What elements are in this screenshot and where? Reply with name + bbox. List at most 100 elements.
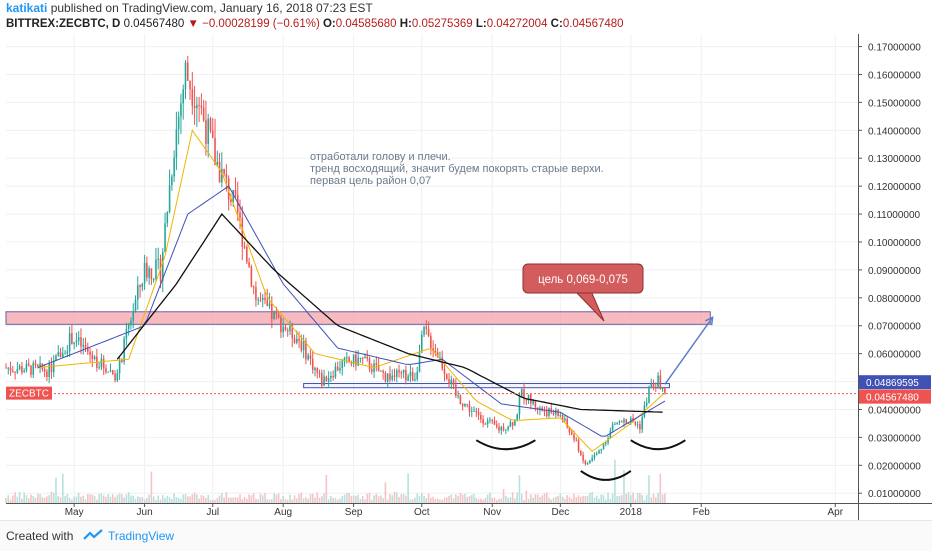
down-triangle-icon: ▼ (187, 18, 199, 30)
comment-line-2: тренд восходящий, значит будем покорять … (310, 163, 604, 175)
ohlc-legend: BITTREX:ZECBTC, D 0.04567480 ▼ −0.000281… (6, 18, 624, 30)
candle-body (264, 297, 266, 300)
volume-bar (146, 498, 148, 503)
volume-bar (398, 497, 400, 503)
candle-body (150, 268, 153, 280)
candle-body (109, 370, 112, 372)
volume-bar (284, 499, 287, 503)
candle-body (589, 460, 591, 464)
volume-bar (168, 497, 171, 503)
volume-bar (507, 497, 509, 503)
volume-bar (189, 496, 191, 503)
volume-bar (630, 495, 632, 503)
candle-body (21, 366, 23, 373)
candle-body (539, 407, 541, 410)
candle-body (495, 424, 498, 427)
volume-bar (330, 496, 332, 503)
volume-bar (257, 499, 259, 503)
volume-bar (605, 499, 607, 503)
candle-body (327, 378, 330, 382)
volume-bar (648, 475, 650, 503)
candle-body (250, 266, 253, 287)
volume-bar (259, 493, 262, 503)
candle-body (50, 363, 53, 373)
candle-body (55, 355, 57, 361)
candle-body (318, 372, 321, 374)
candle-body (93, 356, 96, 359)
candle-body (582, 454, 584, 461)
drawings (6, 316, 858, 481)
volume-bar (598, 498, 600, 503)
volume-bar (436, 498, 439, 503)
volume-bar (132, 495, 135, 503)
candle-body (332, 375, 334, 378)
volume-bar (341, 496, 344, 503)
resistance-zone (5, 311, 711, 325)
volume-bar (175, 497, 178, 503)
volume-bar (155, 499, 157, 503)
volume-bar (564, 498, 566, 503)
volume-bar (37, 493, 39, 503)
candle-body (177, 116, 180, 130)
volume-bar (184, 493, 187, 503)
candle-body (305, 340, 307, 360)
candle-body (523, 389, 525, 400)
close-label: C: (550, 18, 563, 30)
volume-bar (236, 497, 239, 503)
candle-body (168, 185, 171, 213)
volume-bar (52, 493, 55, 503)
volume-bar (350, 495, 353, 503)
candle-body (243, 246, 246, 248)
candle-body (125, 328, 128, 339)
time-axis[interactable]: May Jun Jul Aug Sep Oct Nov Dec 2018 Feb Apr (65, 503, 844, 518)
price-axis[interactable]: 0.17000000 0.16000000 0.15000000 0.14000000… (858, 43, 921, 501)
candle-body (418, 352, 421, 372)
volume-bar (557, 496, 559, 503)
y-tick-label: 0.08000000 (868, 294, 921, 305)
volume-bar (357, 494, 359, 503)
candle-body (493, 420, 496, 425)
candle-body (341, 361, 344, 369)
volume-bar (248, 494, 250, 503)
volume-bar (391, 495, 394, 503)
candle-body (486, 420, 489, 425)
candle-body (116, 372, 119, 381)
volume-bar (395, 492, 398, 503)
volume-bar (280, 499, 282, 503)
candle-body (605, 442, 607, 444)
volume-bar (57, 496, 60, 503)
candle-body (434, 350, 437, 352)
candle-body (480, 415, 482, 420)
volume-bar (43, 497, 46, 503)
candle-body (323, 376, 325, 386)
candle-body (334, 366, 337, 378)
volume-bar (211, 499, 214, 503)
author-link[interactable]: katikati (6, 1, 48, 15)
high-value: 0.05275369 (411, 18, 473, 30)
y-tick-label: 0.15000000 (868, 98, 921, 109)
volume-bar (445, 497, 448, 503)
candle-body (459, 395, 462, 405)
volume-bar (573, 493, 575, 503)
candle-body (37, 364, 39, 367)
volume-bar (277, 493, 280, 503)
volume-bar (286, 499, 289, 503)
candle-body (411, 371, 414, 381)
volume-bar (355, 495, 357, 503)
volume-bar (448, 495, 450, 503)
symbol-tag-bg (6, 386, 52, 400)
volume-bar (439, 499, 441, 503)
created-with-label: Created with (6, 529, 74, 543)
volume-bar (339, 498, 341, 503)
volume-bar (545, 492, 548, 503)
tradingview-link[interactable]: TradingView (108, 529, 175, 543)
volume-bar (27, 498, 30, 503)
y-tick-label: 0.03000000 (868, 433, 921, 444)
candle-body (100, 358, 103, 368)
candle-body (59, 352, 62, 357)
price-chart[interactable]: 0.17000000 0.16000000 0.15000000 0.14000000… (0, 34, 932, 520)
volume-bar (386, 499, 389, 503)
volume-bar (484, 497, 487, 503)
candle-body (368, 358, 371, 370)
pattern-arc (580, 470, 632, 481)
